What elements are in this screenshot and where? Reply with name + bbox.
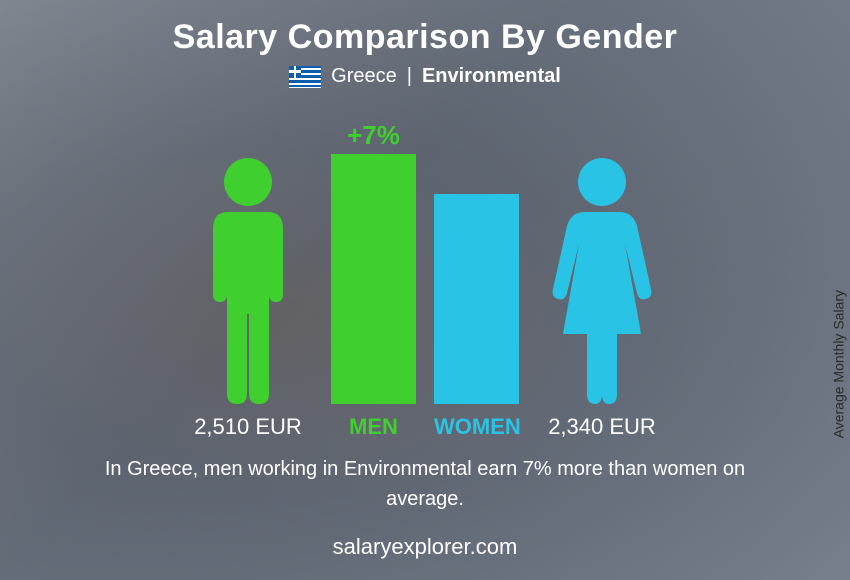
- subtitle: Greece | Environmental: [289, 65, 561, 88]
- description-text: In Greece, men working in Environmental …: [75, 454, 775, 514]
- man-icon: [183, 154, 313, 404]
- men-label: MEN: [331, 414, 416, 440]
- page-title: Salary Comparison By Gender: [173, 18, 678, 57]
- men-bar: +7%: [331, 154, 416, 404]
- women-figure-col: [537, 154, 667, 404]
- country-label: Greece: [331, 65, 397, 88]
- men-figure-col: [183, 154, 313, 404]
- men-bar-col: +7%: [331, 154, 416, 404]
- separator: |: [407, 65, 412, 88]
- site-label: salaryexplorer.com: [333, 534, 518, 560]
- woman-icon: [537, 154, 667, 404]
- women-salary: 2,340 EUR: [537, 414, 667, 440]
- comparison-chart: +7%: [0, 98, 850, 404]
- women-bar-col: [434, 194, 519, 404]
- men-salary: 2,510 EUR: [183, 414, 313, 440]
- category-label: Environmental: [422, 65, 561, 88]
- y-axis-label: Average Monthly Salary: [830, 290, 846, 438]
- labels-row: 2,510 EUR MEN WOMEN 2,340 EUR: [0, 414, 850, 440]
- women-bar: [434, 194, 519, 404]
- greece-flag-icon: [289, 66, 321, 88]
- pct-label: +7%: [347, 120, 400, 151]
- women-label: WOMEN: [434, 414, 519, 440]
